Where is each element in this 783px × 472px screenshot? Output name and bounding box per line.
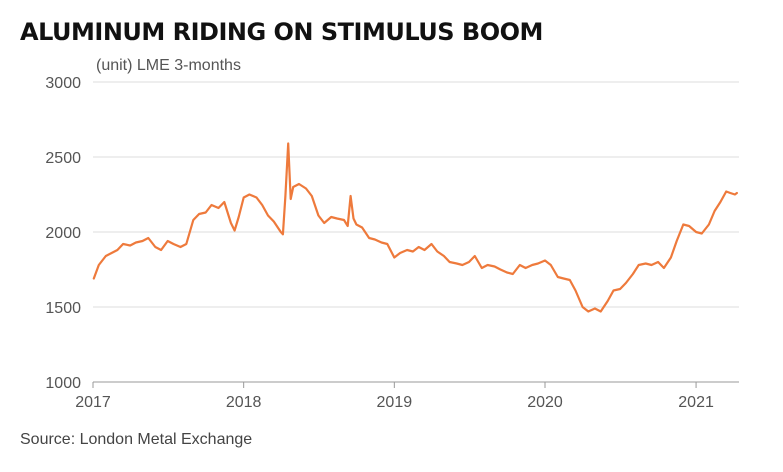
y-axis-unit-label: (unit) LME 3-months [96,57,241,74]
y-tick-label: 2500 [45,150,81,167]
price-series-line [92,142,738,313]
x-tick-label: 2017 [75,394,111,411]
y-tick-label: 2000 [45,225,81,242]
y-tick-label: 3000 [45,75,81,92]
x-tick-label: 2021 [678,394,714,411]
y-tick-label: 1000 [45,375,81,392]
chart-title: ALUMINUM RIDING ON STIMULUS BOOM [20,18,543,46]
y-tick-label: 1500 [45,300,81,317]
source-note: Source: London Metal Exchange [20,431,253,448]
x-tick-label: 2018 [226,394,262,411]
x-tick-label: 2019 [377,394,413,411]
x-tick-label: 2020 [527,394,563,411]
